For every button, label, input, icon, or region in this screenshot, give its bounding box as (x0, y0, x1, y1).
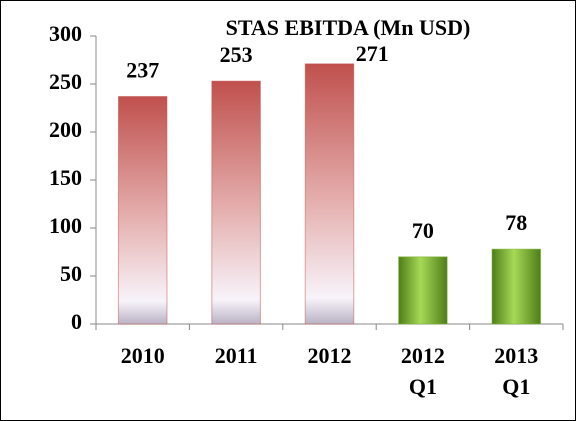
bar (304, 63, 355, 325)
y-tick-label: 100 (49, 213, 82, 238)
x-tick-label: 2012 Q1 (401, 343, 445, 399)
x-tick-label: 2010 (121, 343, 165, 368)
data-label: 237 (126, 58, 159, 83)
data-label: 70 (412, 218, 434, 243)
y-tick-label: 50 (60, 261, 82, 286)
y-tick-label: 250 (49, 69, 82, 94)
bar (117, 95, 168, 325)
y-tick-label: 0 (71, 309, 82, 334)
bar (491, 248, 542, 325)
bar (211, 80, 261, 325)
y-tick-label: 200 (49, 117, 82, 142)
x-tick-label: 2013 Q1 (494, 343, 538, 399)
x-tick-label: 2011 (215, 343, 258, 368)
x-tick-label: 2012 (308, 343, 352, 368)
y-tick-label: 150 (49, 165, 82, 190)
bar (398, 256, 448, 325)
data-label: 271 (356, 41, 389, 66)
data-label: 253 (220, 42, 253, 67)
chart-title: STAS EBITDA (Mn USD) (226, 15, 471, 40)
data-label: 78 (505, 210, 527, 235)
y-tick-label: 300 (49, 21, 82, 46)
